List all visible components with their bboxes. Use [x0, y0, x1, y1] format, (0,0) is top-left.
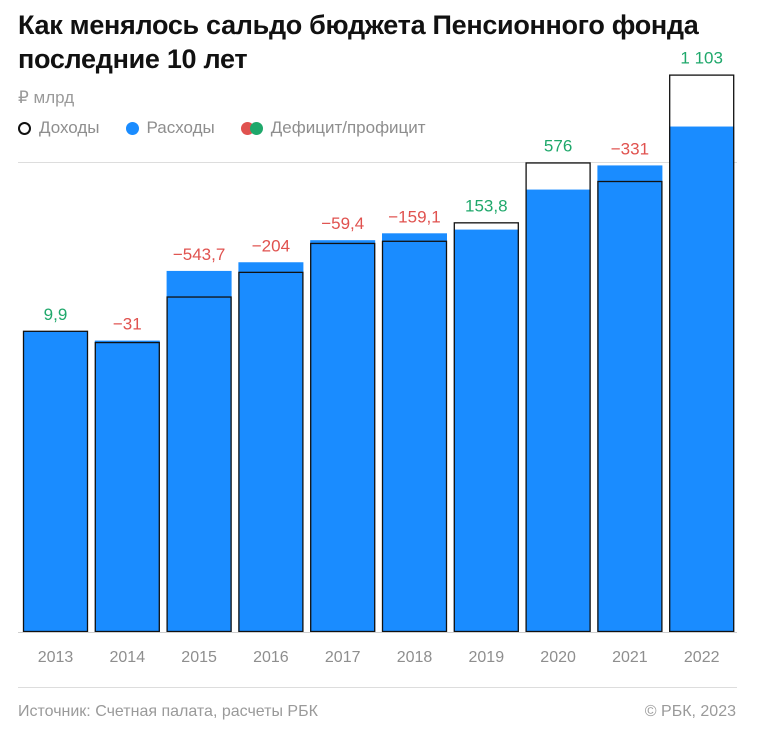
balance-label-2016: −204 [252, 236, 290, 255]
income-bar-2018 [381, 240, 448, 633]
expense-bar-2019 [453, 229, 519, 632]
top-divider [18, 162, 737, 163]
x-tick-label-2018: 2018 [397, 649, 433, 666]
balance-label-2020: 576 [544, 136, 572, 155]
x-tick-label-2016: 2016 [253, 649, 289, 666]
legend-item-expense: Расходы [125, 118, 215, 138]
income-bar-2016 [238, 271, 304, 633]
expense-bar-2015 [166, 270, 232, 632]
x-tick-label-2015: 2015 [181, 649, 217, 666]
expense-marker-icon [125, 121, 139, 135]
expense-bar-2020 [525, 189, 591, 632]
source-note: Источник: Счетная палата, расчеты РБК [18, 703, 318, 720]
legend: Доходы Расходы Дефицит/профицит [18, 118, 452, 138]
balance-label-2021: −331 [611, 139, 649, 158]
x-tick-label-2019: 2019 [469, 649, 505, 666]
legend-expense-label: Расходы [146, 118, 215, 137]
income-bar-2019 [453, 222, 519, 633]
expense-bar-2013 [23, 331, 88, 632]
x-tick-label-2022: 2022 [684, 649, 720, 666]
legend-item-income: Доходы [18, 118, 100, 138]
legend-item-balance: Дефицит/профицит [240, 118, 426, 138]
x-tick-label-2013: 2013 [38, 649, 74, 666]
expense-bar-2016 [238, 262, 304, 632]
expense-bar-2018 [382, 233, 447, 632]
unit-label: ₽ млрд [18, 88, 75, 107]
copyright-note: © РБК, 2023 [644, 703, 736, 720]
x-tick-label-2014: 2014 [110, 649, 146, 666]
chart-title: Как менялось сальдо бюджета Пенсионного … [18, 10, 699, 74]
income-bar-2021 [597, 180, 663, 633]
income-bar-2020 [525, 162, 591, 633]
expense-bar-2017 [310, 240, 376, 632]
bottom-divider [18, 687, 737, 688]
x-tick-label-2017: 2017 [325, 649, 361, 666]
expense-bar-2014 [94, 340, 160, 632]
income-bar-2017 [310, 242, 376, 633]
balance-label-2019: 153,8 [465, 196, 508, 215]
balance-label-2017: −59,4 [321, 214, 364, 233]
expense-bar-2021 [597, 165, 663, 633]
income-bar-2015 [166, 296, 232, 633]
balance-marker-icon [240, 121, 263, 135]
balance-label-2015: −543,7 [173, 245, 225, 264]
income-bar-2022 [669, 74, 735, 633]
balance-label-2014: −31 [113, 315, 142, 334]
x-tick-label-2021: 2021 [612, 649, 648, 666]
expense-bar-2022 [669, 126, 735, 632]
legend-balance-label: Дефицит/профицит [270, 118, 426, 137]
bar-chart: 9,9 2013 −31 2014 −543,7 2015 −204 2016 −59,4 201… [18, 49, 737, 666]
income-bar-2013 [22, 330, 89, 633]
balance-label-2022: 1 103 [680, 49, 723, 68]
balance-label-2013: 9,9 [44, 305, 68, 324]
income-marker-icon [18, 121, 31, 135]
income-bar-2014 [94, 341, 160, 633]
balance-label-2018: −159,1 [388, 207, 440, 226]
x-tick-label-2020: 2020 [540, 649, 576, 666]
legend-income-label: Доходы [39, 118, 100, 137]
